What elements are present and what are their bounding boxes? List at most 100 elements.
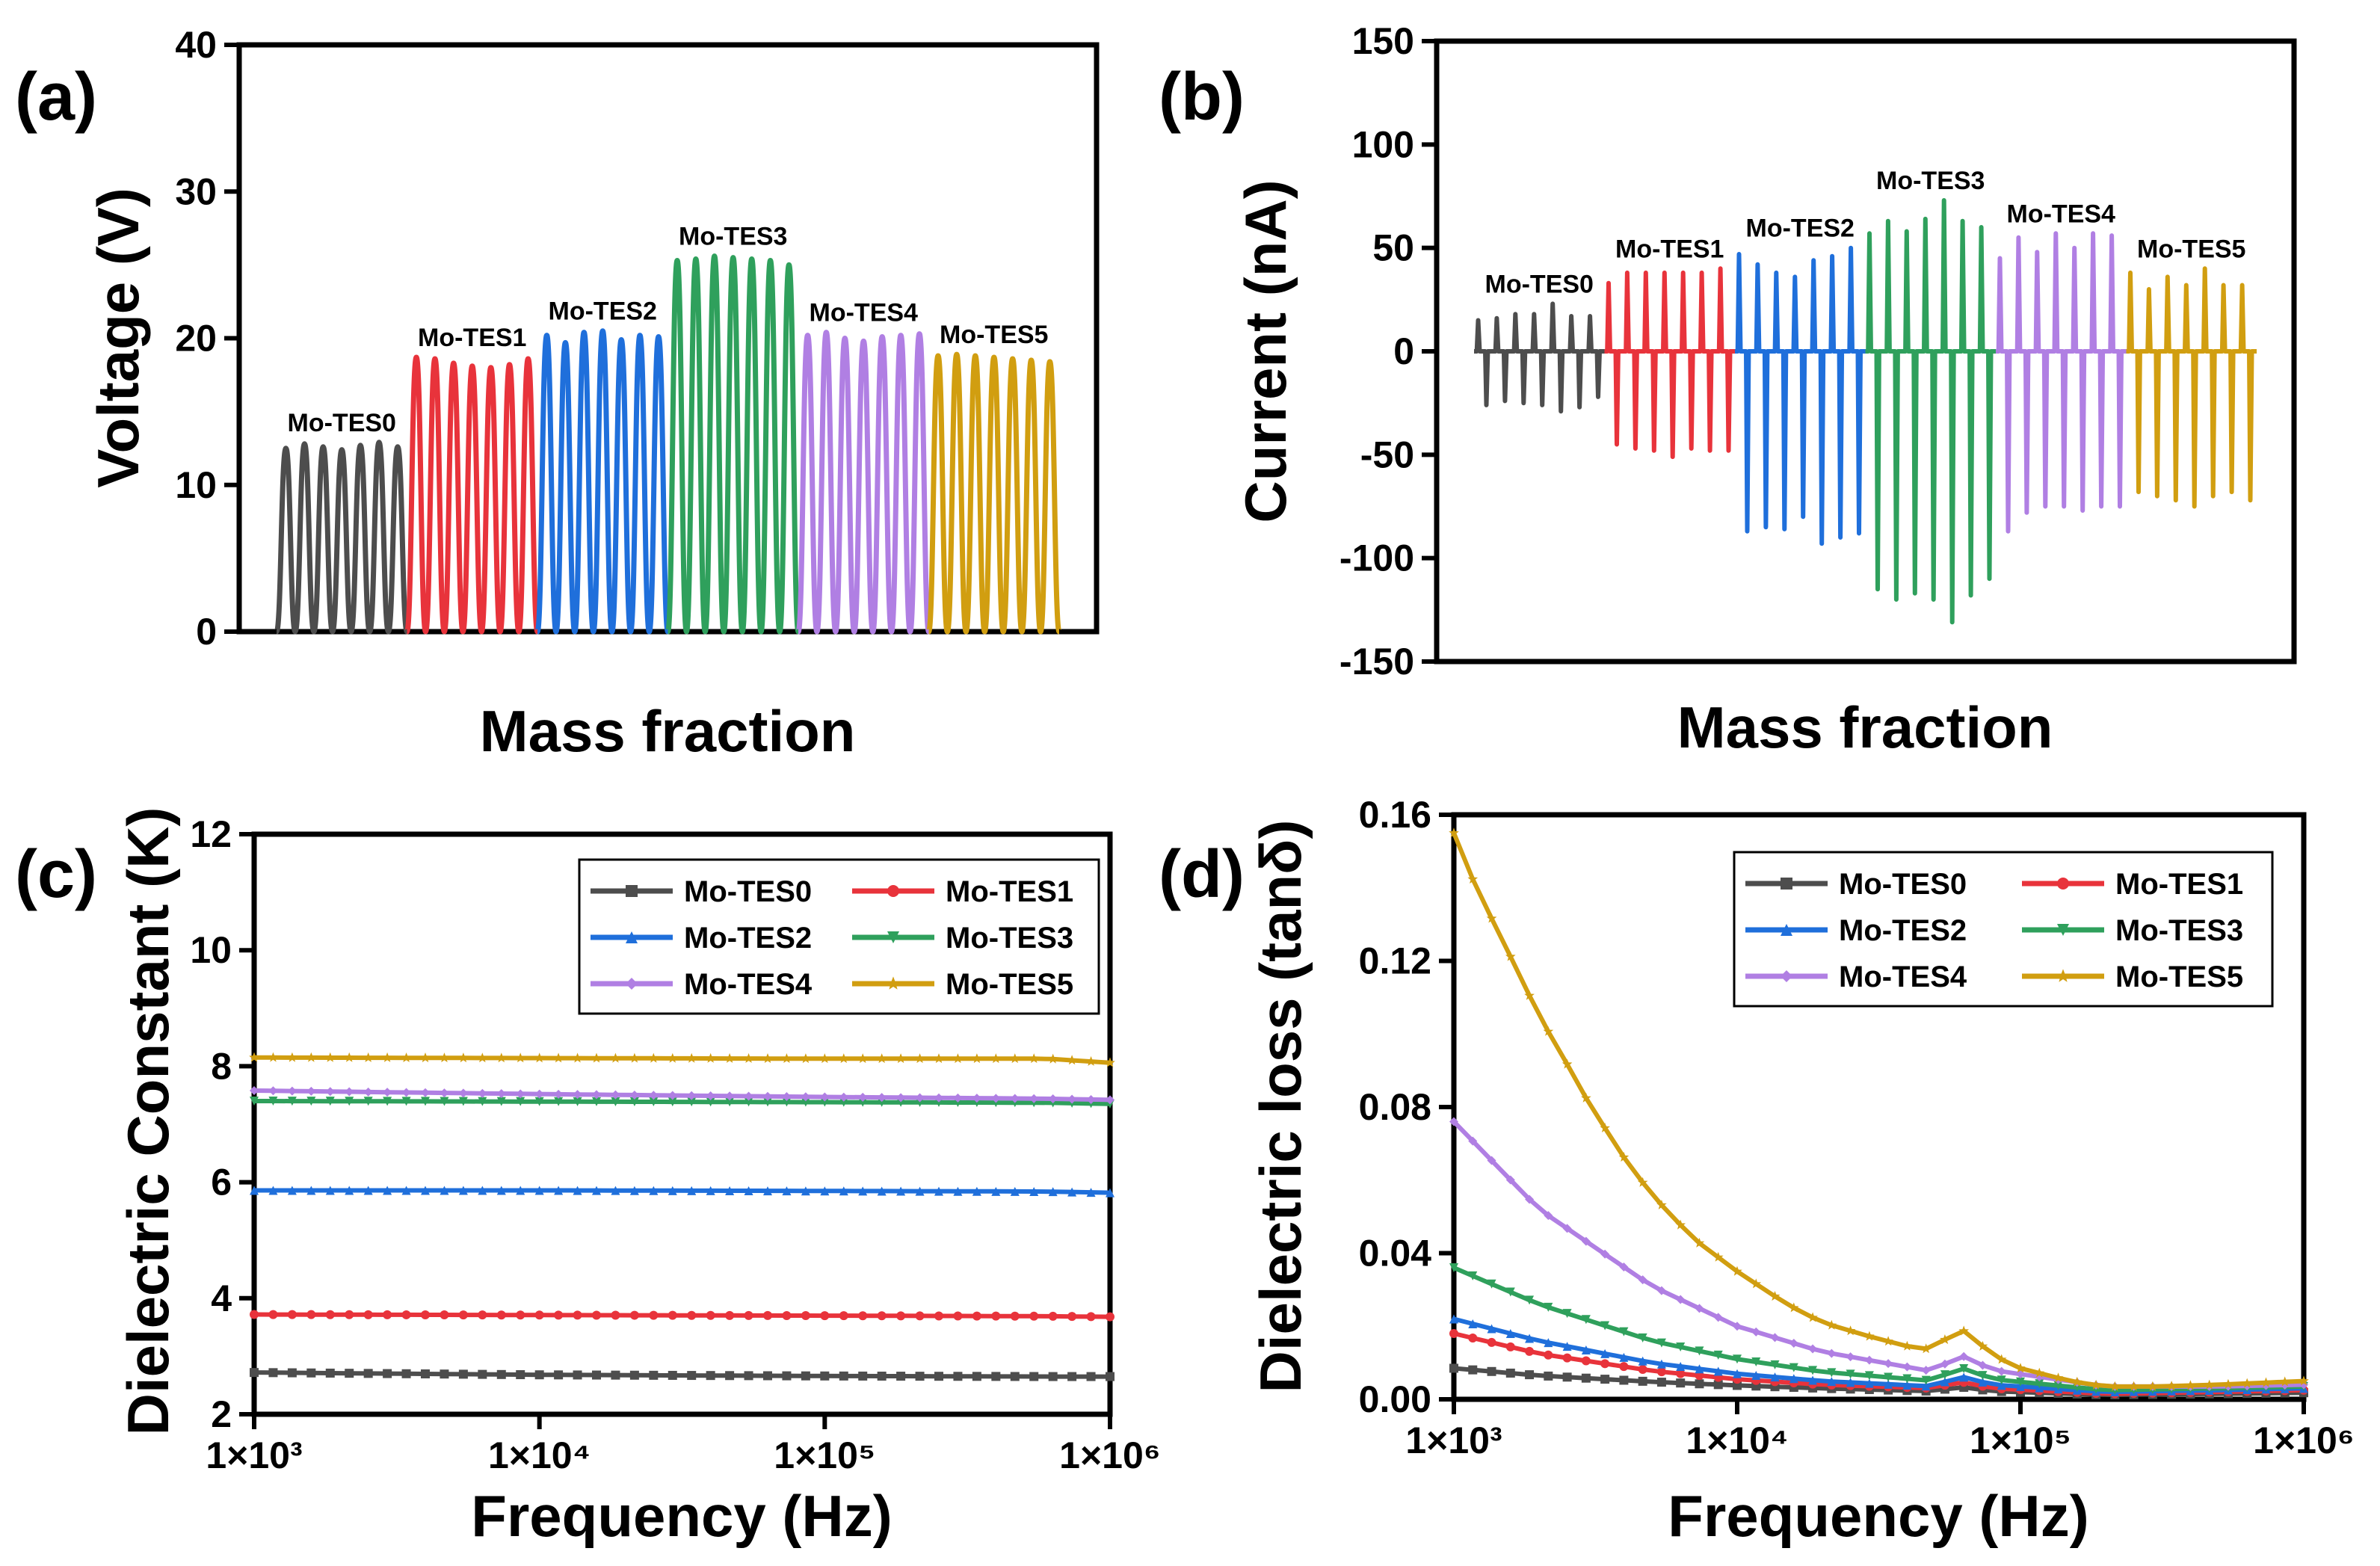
legend-label-mo-tes0: Mo-TES0 <box>684 875 812 908</box>
data-point <box>383 1088 392 1097</box>
data-point <box>554 1370 564 1380</box>
x-tick-label: 1×10³ <box>1405 1419 1502 1461</box>
panel-c-y-ticks: 2 4 6 8 10 12 <box>190 813 254 1435</box>
data-point <box>1884 1372 1893 1382</box>
y-tick-label: 0 <box>196 611 217 653</box>
data-point <box>1449 827 1459 838</box>
data-point <box>1676 1342 1686 1352</box>
data-point <box>401 1369 411 1378</box>
data-point <box>763 1097 772 1107</box>
data-point <box>1694 1237 1705 1248</box>
data-point <box>1468 1136 1478 1146</box>
data-point <box>421 1186 430 1195</box>
data-point <box>686 1052 697 1063</box>
data-point <box>972 1186 981 1196</box>
legend-label-mo-tes4: Mo-TES4 <box>684 968 813 1001</box>
data-point <box>744 1371 753 1381</box>
data-point <box>1085 1055 1097 1066</box>
series-label-mo-tes1: Mo-TES1 <box>418 324 526 352</box>
data-point <box>1940 1377 1949 1387</box>
data-point <box>2260 1377 2272 1387</box>
data-point <box>1845 1325 1856 1336</box>
data-point <box>2148 1381 2158 1391</box>
panel-c-x-ticks: 1×10³ 1×10⁴ 1×10⁵ 1×10⁶ <box>206 1414 1161 1476</box>
legend-marker <box>887 885 899 897</box>
data-point <box>801 1092 810 1102</box>
data-point <box>629 1370 639 1380</box>
data-point <box>573 1370 582 1380</box>
series-line-mo-tes1 <box>253 1312 1111 1319</box>
data-point <box>668 1097 677 1107</box>
data-point <box>762 1053 773 1063</box>
data-point <box>1600 1249 1610 1259</box>
data-point <box>420 1052 431 1063</box>
data-point <box>1940 1359 1949 1369</box>
data-point <box>1807 1312 1818 1322</box>
data-point <box>1958 1325 1969 1336</box>
data-point <box>801 1371 810 1381</box>
y-tick-label: 30 <box>175 170 217 212</box>
data-point <box>1676 1369 1686 1378</box>
legend-label-mo-tes1: Mo-TES1 <box>946 875 1073 908</box>
data-point <box>1713 1380 1723 1390</box>
data-point <box>1902 1374 1912 1384</box>
data-point <box>934 1186 943 1196</box>
data-point <box>401 1310 411 1319</box>
legend-marker <box>1781 878 1792 890</box>
data-point <box>1676 1378 1686 1388</box>
data-point <box>668 1186 677 1195</box>
data-point <box>838 1053 849 1064</box>
data-point <box>1619 1327 1629 1337</box>
data-point <box>972 1094 981 1103</box>
data-point <box>1695 1304 1704 1313</box>
data-point <box>363 1097 373 1106</box>
data-point <box>858 1092 868 1102</box>
data-point <box>268 1097 278 1106</box>
data-point <box>383 1186 392 1195</box>
x-tick-label: 1×10⁶ <box>1059 1434 1161 1476</box>
legend-label-mo-tes3: Mo-TES3 <box>946 922 1073 955</box>
data-point <box>2204 1379 2215 1390</box>
legend-marker <box>2057 924 2069 936</box>
data-point <box>725 1091 735 1101</box>
data-point <box>934 1097 943 1107</box>
data-point <box>2299 1375 2309 1386</box>
data-point <box>1638 1356 1647 1366</box>
series-line-mo-tes3 <box>254 1099 1111 1106</box>
data-point <box>1449 1117 1458 1126</box>
data-point <box>1029 1094 1039 1103</box>
data-point <box>1789 1338 1798 1348</box>
data-point <box>1846 1369 1855 1379</box>
series-line-mo-tes3 <box>1865 198 1996 625</box>
data-point <box>250 1186 259 1195</box>
data-point <box>382 1052 392 1062</box>
data-point <box>687 1310 697 1320</box>
data-point <box>668 1310 677 1320</box>
data-point <box>363 1369 373 1378</box>
data-point <box>1505 1342 1515 1351</box>
data-point <box>1656 1286 1666 1295</box>
panel-d-x-ticks: 1×10³ 1×10⁴ 1×10⁵ 1×10⁶ <box>1405 1399 2355 1461</box>
data-point <box>458 1097 468 1106</box>
data-point <box>991 1186 1001 1196</box>
y-tick-label: 2 <box>211 1393 232 1435</box>
data-point <box>706 1097 715 1107</box>
data-point <box>1732 1266 1742 1276</box>
series-label-mo-tes2: Mo-TES2 <box>549 298 657 326</box>
data-point <box>896 1186 906 1196</box>
data-point <box>1959 1372 1969 1382</box>
data-point <box>877 1186 887 1196</box>
data-point <box>1468 1333 1478 1342</box>
data-point <box>287 1310 297 1319</box>
data-point <box>820 1371 830 1381</box>
data-point <box>876 1053 887 1064</box>
data-point <box>458 1310 468 1320</box>
data-point <box>1676 1362 1686 1372</box>
data-point <box>972 1311 981 1321</box>
data-point <box>1902 1381 1912 1390</box>
data-point <box>629 1186 639 1195</box>
data-point <box>1505 1287 1515 1297</box>
data-point <box>991 1372 1001 1381</box>
series-line-mo-tes5 <box>254 1055 1111 1065</box>
data-point <box>1619 1352 1629 1362</box>
